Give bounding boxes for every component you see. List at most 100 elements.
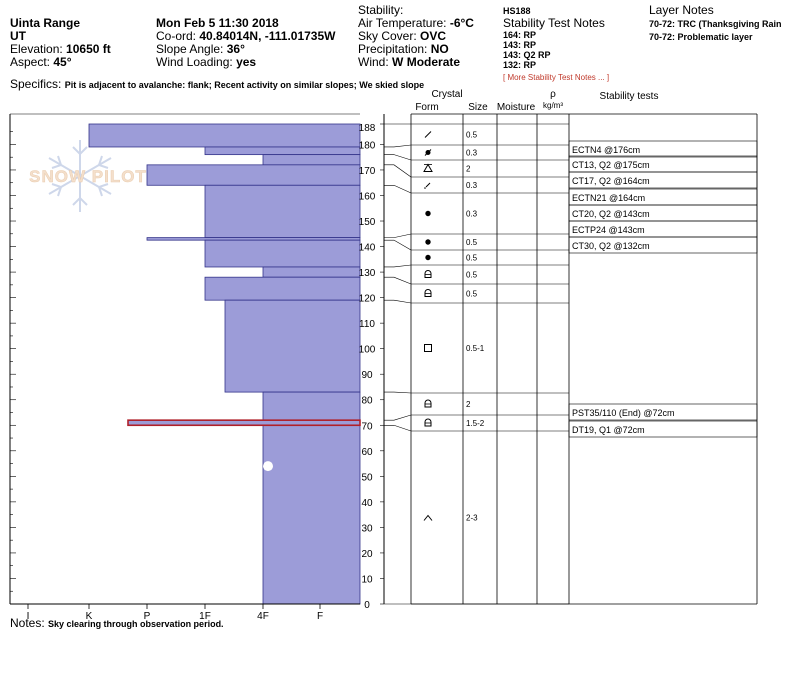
precip-label: Precipitation: bbox=[358, 42, 428, 56]
hardness-bar bbox=[204, 276, 361, 301]
layer-connector bbox=[384, 276, 412, 285]
depth-tick-label: 188 bbox=[359, 123, 376, 134]
watermark-text: SNOW PILOT bbox=[29, 167, 147, 186]
slope-label: Slope Angle: bbox=[156, 42, 224, 56]
crystal-size: 0.5 bbox=[466, 290, 478, 299]
dot-icon bbox=[425, 210, 431, 217]
crystal-size: 2 bbox=[466, 165, 471, 174]
depth-tick-label: 10 bbox=[361, 574, 373, 585]
aspect-value: 45° bbox=[53, 55, 72, 69]
layer-notes-block: Layer Notes 70-72: TRC (Thanksgiving Rai… bbox=[649, 4, 782, 43]
crystal-size: 1.5-2 bbox=[466, 419, 485, 428]
stability-notes-title: Stability Test Notes bbox=[503, 16, 605, 30]
hardness-bar bbox=[262, 266, 361, 278]
stability-test-label: CT13, Q2 @175cm bbox=[572, 160, 650, 170]
hs-value: HS188 bbox=[503, 6, 531, 16]
depth-tick-label: 130 bbox=[359, 268, 376, 279]
sky-value: OVC bbox=[420, 29, 447, 43]
depth-tick-label: 80 bbox=[361, 396, 373, 407]
stability-test-label: DT19, Q1 @72cm bbox=[572, 425, 645, 435]
dot-slash-icon bbox=[424, 149, 432, 156]
depth-axis: 0 10 20 30 40 50 60 70 80 90 100 110 120 130 140 150 160… bbox=[359, 114, 385, 611]
crystal-size: 2 bbox=[466, 400, 471, 409]
hardness-label: 1F bbox=[199, 611, 211, 622]
hardness-bar bbox=[204, 146, 361, 156]
state-name: UT bbox=[10, 29, 26, 43]
depth-tick-label: 40 bbox=[361, 498, 373, 509]
crystal-size: 0.3 bbox=[466, 210, 478, 219]
wind-loading-value: yes bbox=[236, 55, 257, 69]
layer-connector bbox=[384, 391, 412, 394]
notes-line: Notes: Sky clearing through observation … bbox=[10, 616, 224, 630]
square-icon bbox=[424, 344, 432, 352]
coord-label: Co-ord: bbox=[156, 29, 197, 43]
stability-test-label: ECTN21 @164cm bbox=[572, 193, 645, 203]
hardness-bar bbox=[146, 164, 361, 186]
stability-test-row bbox=[568, 420, 758, 438]
stability-test-row bbox=[568, 236, 758, 254]
problem-layer-marker bbox=[127, 419, 361, 427]
arch-square-icon bbox=[424, 289, 432, 297]
slope-value: 36° bbox=[226, 42, 245, 56]
moisture-header: Moisture bbox=[497, 102, 536, 113]
specifics-value: Pit is adjacent to avalanche: flank; Rec… bbox=[64, 80, 425, 90]
crystal-header: Crystal bbox=[431, 89, 462, 100]
elevation-label: Elevation: bbox=[10, 42, 63, 56]
depth-tick-label: 120 bbox=[359, 294, 376, 305]
stn-line: 132: RP bbox=[503, 60, 537, 70]
stability-test-label: CT30, Q2 @132cm bbox=[572, 241, 650, 251]
datetime-block: Mon Feb 5 11:30 2018 Co-ord: 40.84014N, … bbox=[156, 17, 335, 69]
air-temp-label: Air Temperature: bbox=[358, 16, 447, 30]
stability-test-row bbox=[568, 171, 758, 189]
layer-table: 0.5 0.3 2 0.3 0.3 0.5 0.5 0.5 0.5 0.5-1 2 1.5-2 2-3 E… bbox=[384, 113, 758, 605]
location-name: Uinta Range bbox=[10, 16, 81, 30]
crystal-size: 0.5 bbox=[466, 131, 478, 140]
stability-test-label: ECTP24 @143cm bbox=[572, 225, 645, 235]
layer-connector bbox=[384, 414, 412, 421]
crystal-size: 0.5 bbox=[466, 238, 478, 247]
aspect-label: Aspect: bbox=[10, 55, 51, 69]
crystal-size: 2-3 bbox=[466, 514, 478, 523]
density-unit-header: kg/m³ bbox=[543, 101, 563, 110]
layer-connector bbox=[384, 154, 412, 161]
arch-square-icon bbox=[424, 270, 432, 278]
stability-test-row bbox=[568, 403, 758, 421]
layer-notes-title: Layer Notes bbox=[649, 3, 714, 17]
notes-label: Notes: bbox=[10, 616, 45, 630]
hardness-bar bbox=[88, 123, 361, 148]
layer-connector bbox=[384, 184, 412, 194]
location-block: Uinta Range UT Elevation: 10650 ft Aspec… bbox=[10, 17, 111, 69]
snowflake-icon bbox=[48, 140, 112, 212]
stn-line: 164: RP bbox=[503, 30, 537, 40]
arch-square-icon bbox=[424, 418, 432, 427]
crystal-size: 0.5-1 bbox=[466, 344, 485, 353]
sky-label: Sky Cover: bbox=[358, 29, 417, 43]
layer-connector bbox=[384, 144, 412, 148]
depth-tick-label: 160 bbox=[359, 191, 376, 202]
specifics-line: Specifics: Pit is adjacent to avalanche:… bbox=[10, 77, 424, 91]
stability-label: Stability: bbox=[358, 3, 404, 17]
size-header: Size bbox=[468, 102, 488, 113]
hardness-label: 4F bbox=[257, 611, 269, 622]
stability-test-label: PST35/110 (End) @72cm bbox=[572, 408, 675, 418]
dot-icon bbox=[425, 254, 431, 261]
layer-connector bbox=[384, 164, 412, 178]
arch-square-icon bbox=[424, 399, 432, 408]
datetime: Mon Feb 5 11:30 2018 bbox=[156, 16, 279, 30]
depth-tick-label: 90 bbox=[361, 370, 373, 381]
crystal-size: 0.5 bbox=[466, 254, 478, 263]
more-stability-notes-link[interactable]: [ More Stability Test Notes ... ] bbox=[503, 73, 610, 82]
wind-value: W Moderate bbox=[392, 55, 461, 69]
depth-tick-label: 170 bbox=[359, 166, 376, 177]
depth-tick-label: 180 bbox=[359, 140, 376, 151]
crystal-size: 0.3 bbox=[466, 149, 478, 158]
crystal-size: 0.3 bbox=[466, 181, 478, 190]
elevation-value: 10650 ft bbox=[66, 42, 111, 56]
layer-connector bbox=[384, 239, 412, 251]
slash-small-icon bbox=[424, 182, 431, 189]
form-header: Form bbox=[415, 102, 438, 113]
dot-icon bbox=[425, 239, 431, 245]
depth-tick-label: 30 bbox=[361, 523, 373, 534]
specifics-label: Specifics: bbox=[10, 77, 62, 91]
chart-frame: I K P 1F 4F F bbox=[9, 113, 360, 622]
